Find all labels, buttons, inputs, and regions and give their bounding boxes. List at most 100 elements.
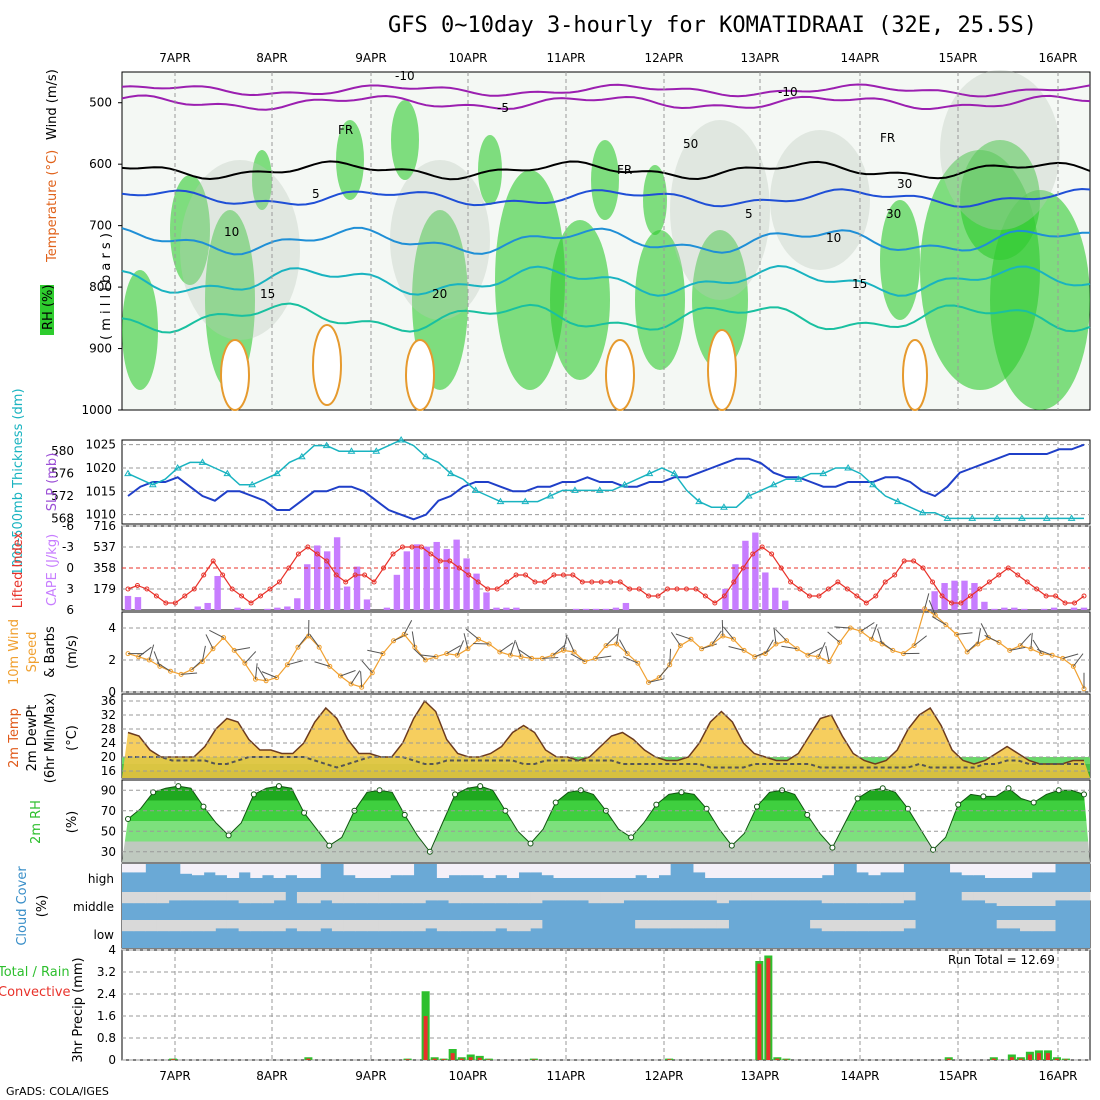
cloud-clear-cell	[658, 864, 671, 876]
wind-speed-point	[295, 644, 301, 650]
cloud-clear-cell	[635, 892, 648, 901]
cloud-clear-cell	[215, 920, 228, 929]
wind-barb	[420, 654, 437, 658]
top-date-label: 16APR	[1038, 51, 1077, 65]
cape-bar	[284, 606, 291, 610]
wind-barb	[1032, 639, 1042, 654]
thickness-point	[1067, 514, 1076, 521]
wind-speed-point	[762, 651, 768, 657]
lifted-index-point	[513, 572, 519, 578]
contour-label: 50	[683, 137, 698, 151]
precip-legend-convective: Convective	[0, 985, 71, 1000]
wind-speed-point	[869, 636, 875, 642]
wind-speed-point	[401, 631, 407, 637]
lifted-index-point	[598, 579, 604, 585]
cape-bar	[622, 602, 630, 610]
cloud-clear-cell	[821, 864, 834, 876]
lifted-index-point	[220, 572, 226, 578]
rh-axis-label: 2m RH	[29, 800, 44, 844]
wind-barb	[361, 660, 373, 674]
wind-barb	[148, 644, 155, 661]
lifted-index-point	[778, 565, 784, 571]
rh-point	[930, 846, 937, 853]
cloud-clear-cell	[903, 920, 916, 929]
lifted-index-point	[655, 593, 661, 599]
top-date-label: 10APR	[448, 51, 487, 65]
lifted-index-point	[560, 572, 566, 578]
cloud-clear-cell	[226, 864, 240, 878]
cloud-clear-cell	[180, 864, 193, 874]
thickness-axis-label: 1000-500mb Thickness (dm)	[11, 388, 26, 575]
precip-convective-bar	[171, 1059, 176, 1060]
wind-barb	[518, 649, 532, 659]
cape-bar	[722, 588, 729, 610]
rh-unit-label: (%)	[65, 811, 80, 834]
thickness-point	[422, 452, 430, 460]
cloud-clear-cell	[133, 864, 146, 873]
top-date-label: 9APR	[355, 51, 386, 65]
cloud-clear-cell	[436, 864, 450, 878]
cloud-clear-cell	[413, 920, 426, 932]
wind-speed-point	[221, 635, 227, 641]
rh-point	[955, 801, 962, 808]
warm-contour	[707, 329, 737, 411]
cloud-clear-cell	[168, 892, 181, 901]
cape-bar	[572, 608, 580, 610]
cloud-clear-cell	[191, 892, 205, 901]
cloud-axis-label: Cloud Cover	[15, 866, 30, 946]
rh-point	[125, 815, 131, 822]
wind-speed-point	[284, 662, 290, 668]
lifted-index-point	[201, 572, 207, 578]
precip-convective-bar	[432, 1058, 437, 1060]
precip-convective-bar	[1027, 1054, 1032, 1060]
cape-panel: 716 537 358 179 -6 -3 0 3 6 Lifted Index CAPE (J/k…	[11, 519, 1091, 617]
wind-barb	[807, 647, 823, 656]
precip-convective-bar	[450, 1053, 455, 1060]
cloud-clear-cell	[891, 920, 904, 932]
rh-point	[879, 785, 886, 792]
lifted-index-point	[239, 593, 245, 599]
wind-barb	[456, 640, 465, 656]
wind-speed-point	[348, 681, 354, 687]
thickness-tick-label: 576	[51, 467, 74, 481]
cloud-clear-cell	[705, 920, 718, 929]
cloud-clear-cell	[950, 864, 963, 873]
wind-barb	[711, 630, 722, 645]
wind-speed-point	[518, 654, 524, 660]
cape-bar	[393, 574, 401, 610]
wind-barb	[781, 645, 798, 650]
lifted-index-point	[901, 558, 907, 564]
cloud-clear-cell	[343, 864, 356, 876]
contour-label: -10	[778, 85, 798, 99]
wind-speed-point	[603, 643, 609, 649]
precip-tick-label: 2.4	[97, 987, 116, 1001]
cloud-clear-cell	[460, 864, 473, 876]
rh-blob	[692, 230, 748, 370]
cape-tick-label: 179	[93, 582, 116, 596]
contour-label: FR	[880, 131, 895, 145]
lifted-index-point	[996, 572, 1002, 578]
cloud-clear-cell	[261, 920, 275, 932]
cloud-clear-cell	[191, 864, 205, 876]
cape-bar	[473, 573, 480, 610]
wind-speed-point	[624, 651, 630, 657]
cloud-clear-cell	[308, 892, 321, 904]
bottom-date-label: 7APR	[159, 1069, 190, 1083]
wind-barb	[723, 626, 734, 640]
rh-tick-label: 90	[101, 783, 116, 797]
wind-barb	[980, 623, 989, 638]
cloud-clear-cell	[308, 920, 321, 932]
lifted-index-point	[1053, 593, 1059, 599]
wind-tick-label: 4	[108, 621, 116, 635]
wind-barb	[367, 649, 384, 655]
rh-shade	[390, 160, 490, 320]
wind-unit-label: (m/s)	[65, 635, 80, 669]
lifted-index-point	[504, 579, 510, 585]
lifted-index-point	[428, 551, 434, 557]
thickness-point	[496, 497, 505, 505]
rh-blob	[635, 230, 685, 370]
lifted-index-point	[475, 579, 481, 585]
rh-point	[854, 795, 861, 802]
precip-tick-label: 1.6	[97, 1009, 116, 1023]
lifted-index-tick-label: 0	[66, 561, 74, 575]
